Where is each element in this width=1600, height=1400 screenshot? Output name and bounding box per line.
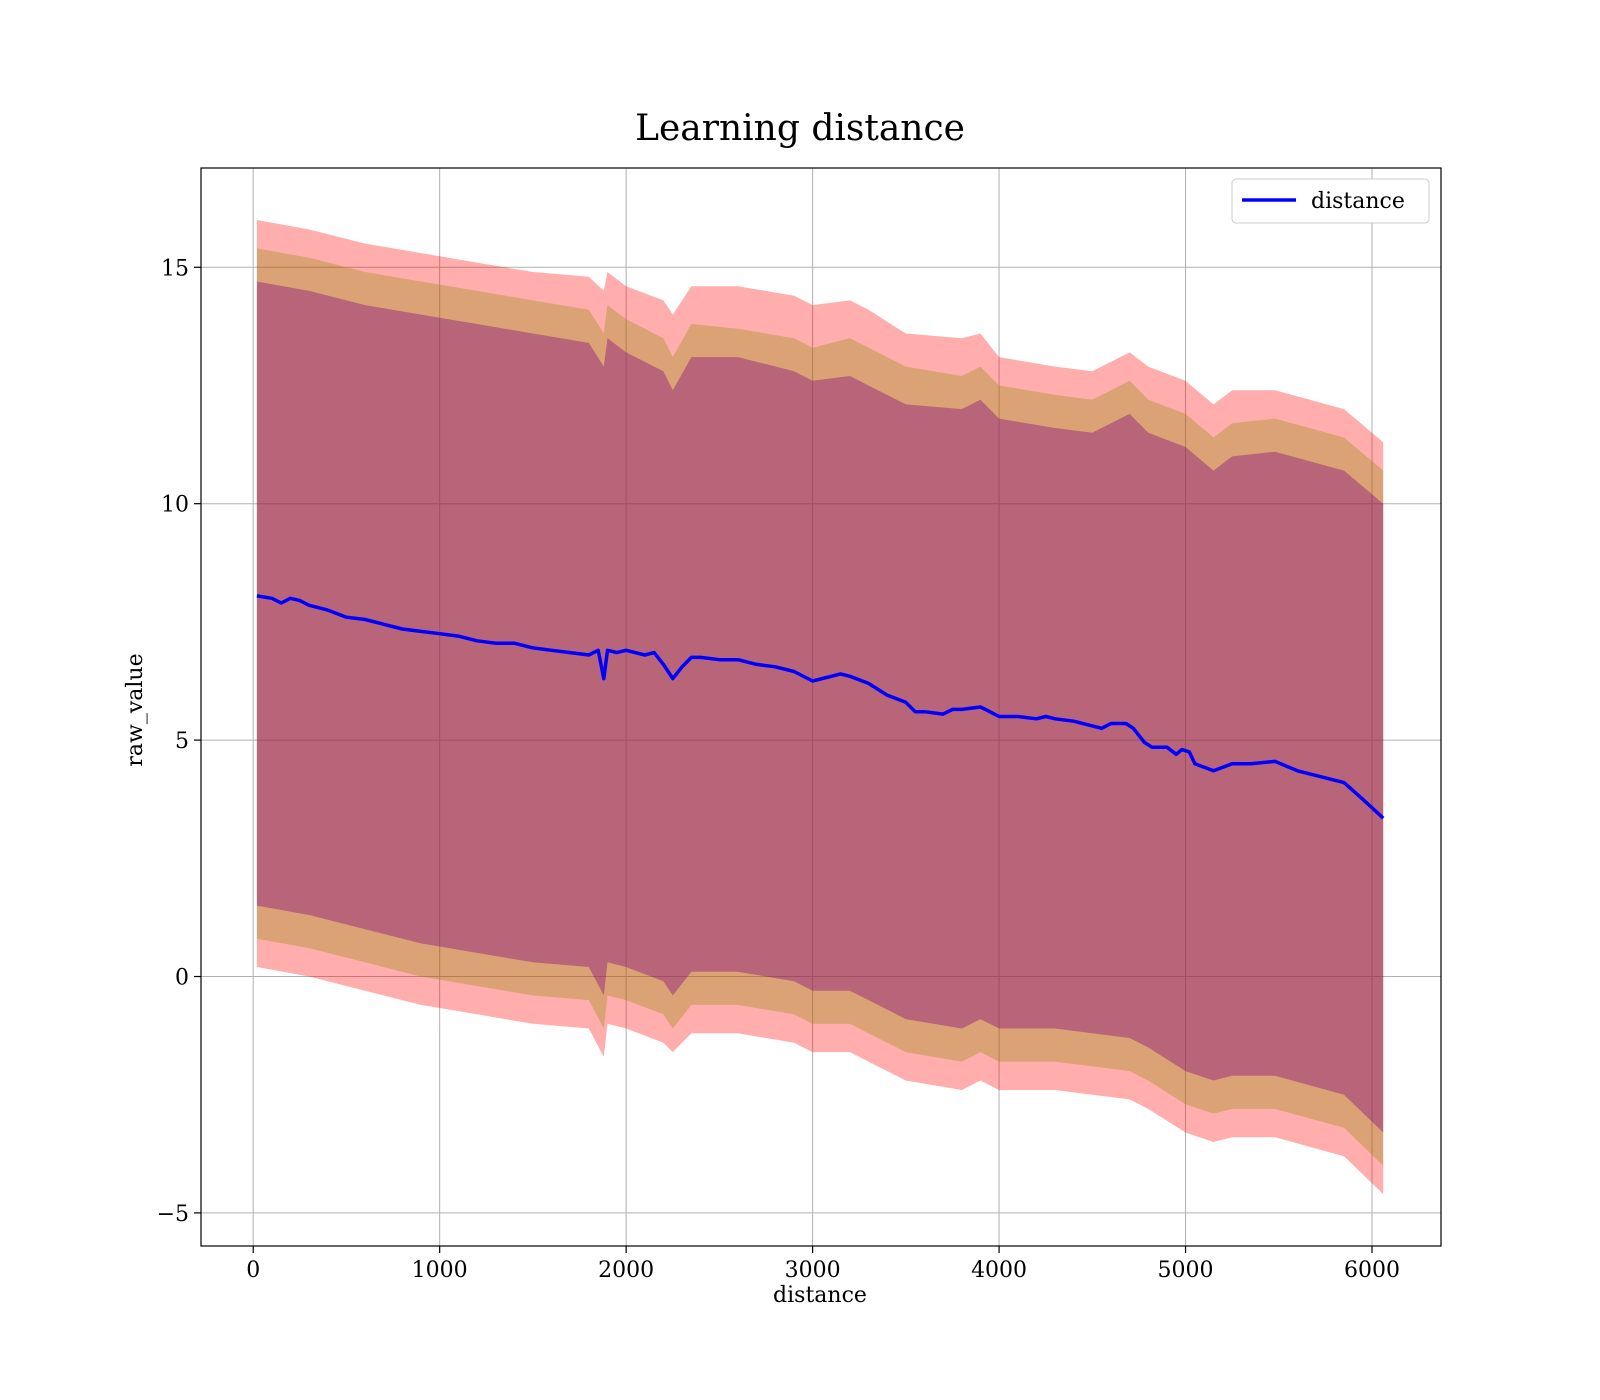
x-tick-label: 2000 <box>598 1258 654 1283</box>
y-tick-label: 15 <box>161 256 189 281</box>
ticks: 0 1000 2000 3000 4000 5000 6000 −5 0 5 10 15 <box>157 256 1400 1283</box>
grid <box>201 168 1441 1246</box>
plot-frame <box>200 167 1442 1247</box>
x-tick-label: 6000 <box>1344 1258 1400 1283</box>
series-line-distance <box>256 594 1385 820</box>
x-tick-label: 5000 <box>1158 1258 1214 1283</box>
band-outer <box>256 220 1384 1194</box>
y-tick-label: 10 <box>161 493 189 518</box>
legend: distance <box>1231 178 1430 224</box>
chart-title: Learning distance <box>635 108 965 149</box>
y-axis-label: raw_value <box>123 653 148 766</box>
legend-label-distance: distance <box>1311 189 1405 214</box>
x-axis-label: distance <box>773 1283 867 1308</box>
x-tick-label: 3000 <box>785 1258 841 1283</box>
legend-box <box>1231 178 1430 224</box>
y-tick-label: −5 <box>157 1202 189 1227</box>
x-tick-label: 0 <box>246 1258 260 1283</box>
x-tick-label: 4000 <box>971 1258 1027 1283</box>
y-tick-label: 5 <box>175 729 189 754</box>
band-middle <box>256 248 1384 1166</box>
x-tick-label: 1000 <box>412 1258 468 1283</box>
band-inner <box>256 281 1384 1133</box>
y-tick-label: 0 <box>175 966 189 991</box>
series-lines <box>256 594 1385 820</box>
bands <box>256 220 1384 1194</box>
